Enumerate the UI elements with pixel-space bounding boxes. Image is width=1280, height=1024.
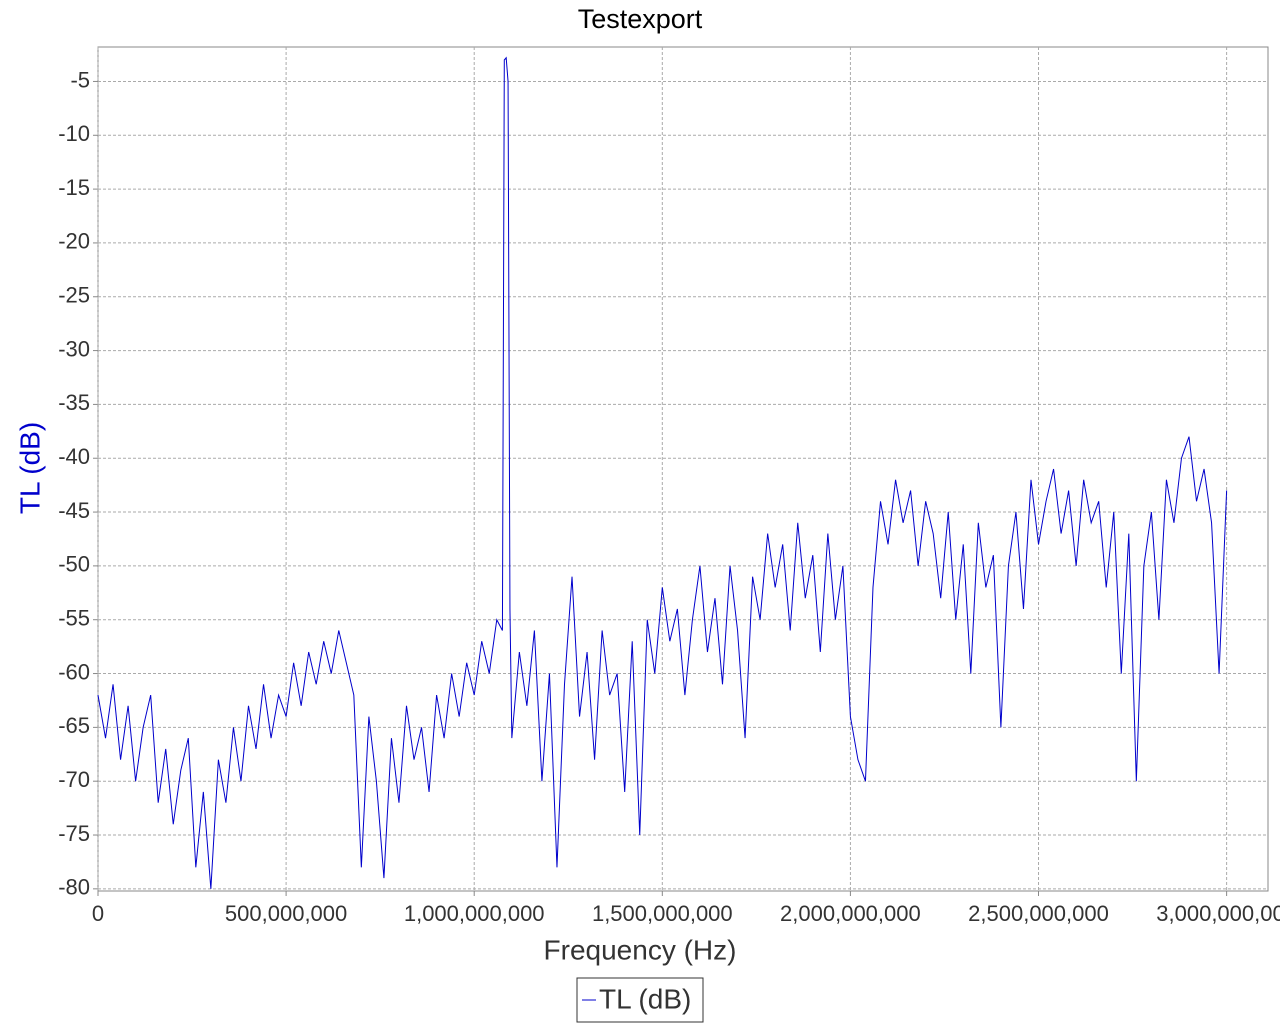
y-tick-label: -45	[58, 498, 90, 523]
y-tick-label: -60	[58, 659, 90, 684]
y-tick-label: -75	[58, 821, 90, 846]
y-tick-label: -20	[58, 229, 90, 254]
y-tick-label: -70	[58, 767, 90, 792]
y-tick-label: -65	[58, 713, 90, 738]
x-axis-label: Frequency (Hz)	[544, 934, 737, 965]
y-tick-label: -35	[58, 390, 90, 415]
x-tick-label: 0	[92, 901, 104, 926]
y-tick-label: -80	[58, 875, 90, 900]
x-tick-label: 1,500,000,000	[592, 901, 733, 926]
data-line	[97, 56, 1228, 889]
x-tick-label: 3,000,000,000	[1156, 901, 1280, 926]
x-tick-label: 2,500,000,000	[968, 901, 1109, 926]
legend-label: TL (dB)	[599, 983, 691, 1014]
chart-title: Testexport	[578, 4, 703, 34]
x-tick-label: 2,000,000,000	[780, 901, 921, 926]
plot-area	[97, 46, 1269, 892]
y-tick-label: -25	[58, 283, 90, 308]
y-tick-label: -50	[58, 552, 90, 577]
y-tick-label: -15	[58, 175, 90, 200]
y-tick-label: -55	[58, 606, 90, 631]
x-tick-label: 500,000,000	[225, 901, 347, 926]
y-tick-label: -40	[58, 444, 90, 469]
legend-box	[576, 977, 704, 1023]
x-tick-label: 1,000,000,000	[404, 901, 545, 926]
y-tick-label: -10	[58, 121, 90, 146]
y-axis-label: TL (dB)	[14, 422, 45, 514]
y-tick-label: -30	[58, 336, 90, 361]
y-tick-label: -5	[70, 67, 90, 92]
